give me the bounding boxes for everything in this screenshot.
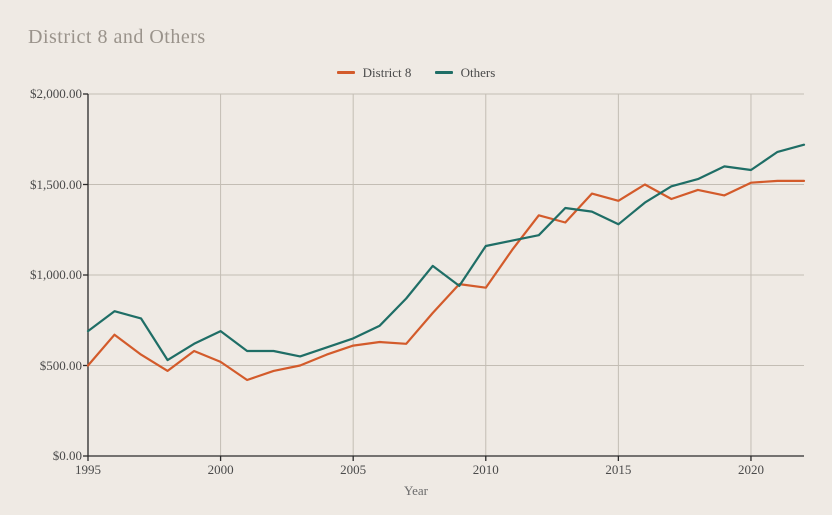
series-line-1	[88, 145, 804, 360]
x-tick-label: 2015	[605, 462, 631, 478]
y-tick-label: $2,000.00	[30, 86, 82, 102]
x-tick-label: 1995	[75, 462, 101, 478]
series-line-0	[88, 181, 804, 380]
y-tick-label: $1,500.00	[30, 177, 82, 193]
x-axis-label: Year	[0, 483, 832, 499]
x-tick-label: 2000	[208, 462, 234, 478]
chart-container: District 8 and Others District 8 Others …	[0, 0, 832, 515]
line-chart	[0, 0, 832, 515]
y-tick-label: $1,000.00	[30, 267, 82, 283]
x-tick-label: 2005	[340, 462, 366, 478]
x-tick-label: 2010	[473, 462, 499, 478]
x-tick-label: 2020	[738, 462, 764, 478]
y-tick-label: $500.00	[40, 358, 82, 374]
